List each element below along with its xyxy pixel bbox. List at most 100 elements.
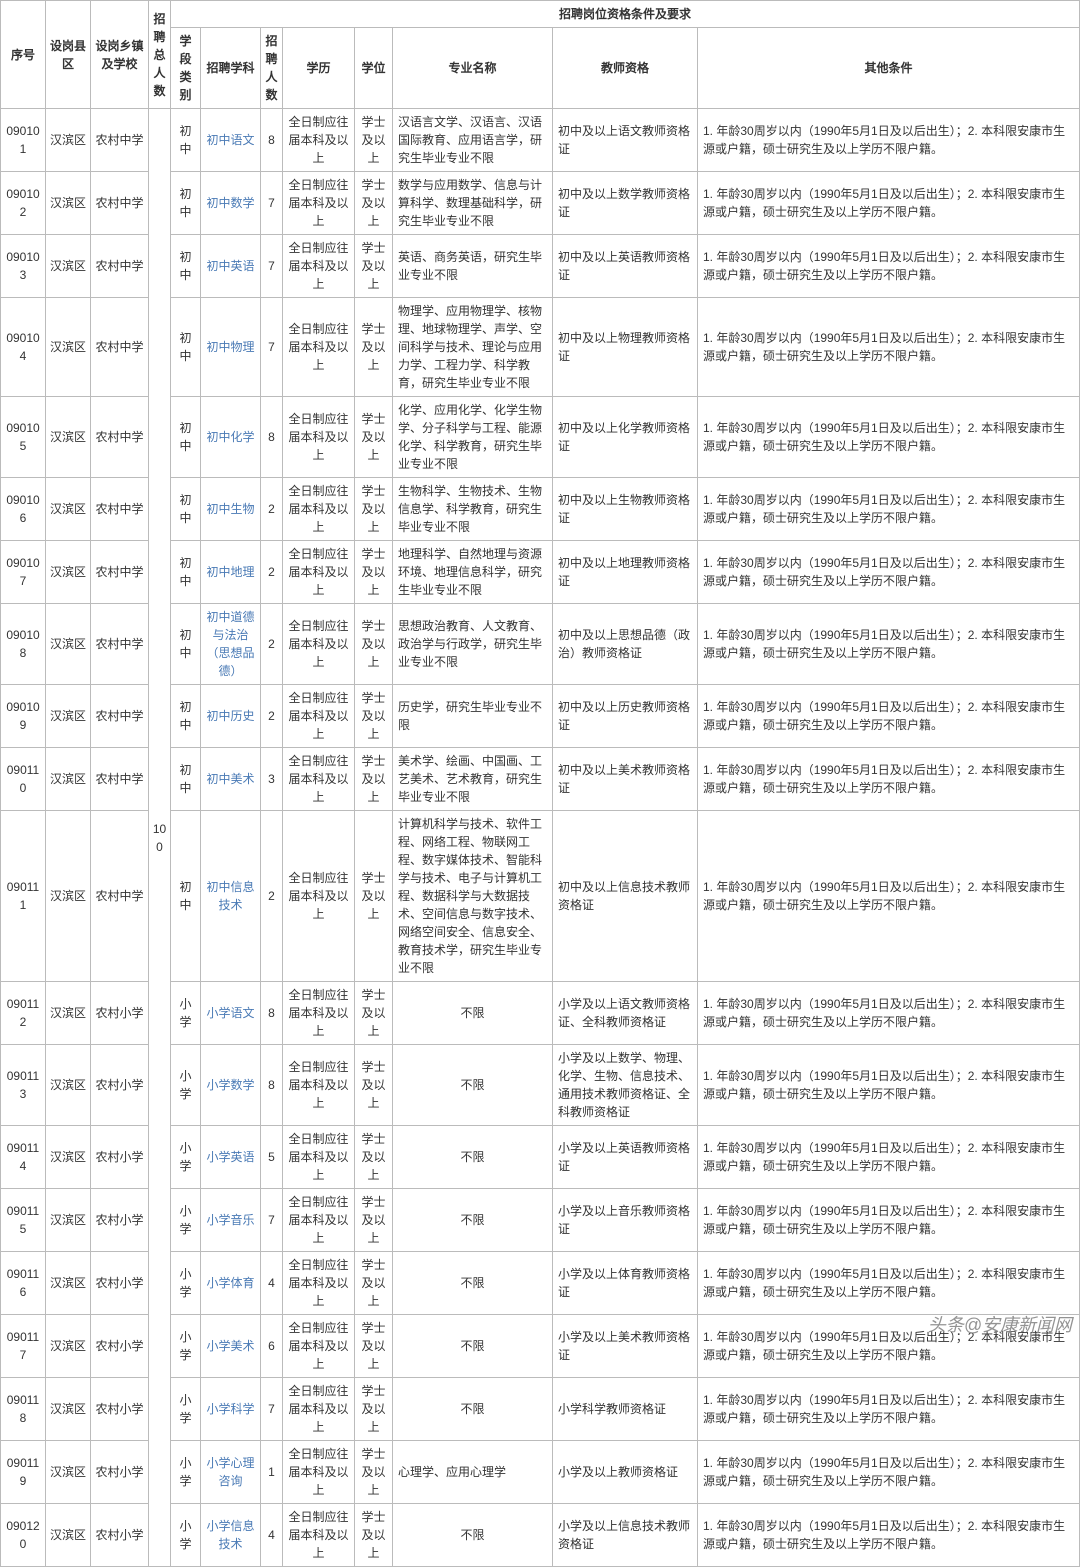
cell-degree: 学士及以上 xyxy=(355,172,393,235)
cell-district: 汉滨区 xyxy=(46,397,91,478)
cell-degree: 学士及以上 xyxy=(355,604,393,685)
cell-other: 1. 年龄30周岁以内（1990年5月1日及以后出生）；2. 本科限安康市生源或… xyxy=(698,1441,1080,1504)
cell-count: 6 xyxy=(261,1315,283,1378)
cell-district: 汉滨区 xyxy=(46,1126,91,1189)
cell-seq: 090120 xyxy=(1,1504,46,1567)
cell-district: 汉滨区 xyxy=(46,982,91,1045)
cell-other: 1. 年龄30周岁以内（1990年5月1日及以后出生）；2. 本科限安康市生源或… xyxy=(698,298,1080,397)
cell-edu: 全日制应往届本科及以上 xyxy=(283,1504,355,1567)
cell-seq: 090105 xyxy=(1,397,46,478)
cell-seq: 090111 xyxy=(1,811,46,982)
cell-seq: 090109 xyxy=(1,685,46,748)
cell-subject: 初中语文 xyxy=(201,109,261,172)
cell-cert: 初中及以上历史教师资格证 xyxy=(553,685,698,748)
table-header: 序号 设岗县区 设岗乡镇及学校 招聘总人数 招聘岗位资格条件及要求 学段类别 招… xyxy=(1,1,1080,109)
cell-count: 4 xyxy=(261,1504,283,1567)
cell-stage: 小学 xyxy=(171,1441,201,1504)
header-other: 其他条件 xyxy=(698,28,1080,109)
cell-count: 2 xyxy=(261,811,283,982)
cell-major: 不限 xyxy=(393,1504,553,1567)
cell-stage: 初中 xyxy=(171,685,201,748)
cell-district: 汉滨区 xyxy=(46,235,91,298)
cell-school: 农村小学 xyxy=(91,1504,149,1567)
cell-degree: 学士及以上 xyxy=(355,685,393,748)
cell-edu: 全日制应往届本科及以上 xyxy=(283,397,355,478)
cell-school: 农村中学 xyxy=(91,541,149,604)
cell-count: 2 xyxy=(261,604,283,685)
cell-subject: 小学美术 xyxy=(201,1315,261,1378)
cell-seq: 090116 xyxy=(1,1252,46,1315)
cell-degree: 学士及以上 xyxy=(355,1315,393,1378)
cell-other: 1. 年龄30周岁以内（1990年5月1日及以后出生）；2. 本科限安康市生源或… xyxy=(698,1315,1080,1378)
cell-district: 汉滨区 xyxy=(46,109,91,172)
cell-count: 1 xyxy=(261,1441,283,1504)
cell-subject: 初中美术 xyxy=(201,748,261,811)
cell-seq: 090104 xyxy=(1,298,46,397)
cell-degree: 学士及以上 xyxy=(355,811,393,982)
cell-seq: 090103 xyxy=(1,235,46,298)
cell-district: 汉滨区 xyxy=(46,172,91,235)
cell-count: 7 xyxy=(261,172,283,235)
cell-stage: 小学 xyxy=(171,1045,201,1126)
cell-subject: 初中历史 xyxy=(201,685,261,748)
cell-edu: 全日制应往届本科及以上 xyxy=(283,109,355,172)
header-cert: 教师资格 xyxy=(553,28,698,109)
cell-subject: 初中地理 xyxy=(201,541,261,604)
cell-major: 不限 xyxy=(393,982,553,1045)
cell-district: 汉滨区 xyxy=(46,1315,91,1378)
cell-cert: 初中及以上地理教师资格证 xyxy=(553,541,698,604)
cell-subject: 小学心理咨询 xyxy=(201,1441,261,1504)
cell-major: 生物科学、生物技术、生物信息学、科学教育，研究生毕业专业不限 xyxy=(393,478,553,541)
cell-other: 1. 年龄30周岁以内（1990年5月1日及以后出生）；2. 本科限安康市生源或… xyxy=(698,1378,1080,1441)
cell-edu: 全日制应往届本科及以上 xyxy=(283,298,355,397)
cell-stage: 初中 xyxy=(171,109,201,172)
cell-cert: 初中及以上信息技术教师资格证 xyxy=(553,811,698,982)
cell-seq: 090117 xyxy=(1,1315,46,1378)
cell-other: 1. 年龄30周岁以内（1990年5月1日及以后出生）；2. 本科限安康市生源或… xyxy=(698,1126,1080,1189)
cell-cert: 小学及以上美术教师资格证 xyxy=(553,1315,698,1378)
cell-cert: 小学及以上体育教师资格证 xyxy=(553,1252,698,1315)
cell-school: 农村中学 xyxy=(91,235,149,298)
cell-district: 汉滨区 xyxy=(46,748,91,811)
cell-count: 8 xyxy=(261,397,283,478)
cell-other: 1. 年龄30周岁以内（1990年5月1日及以后出生）；2. 本科限安康市生源或… xyxy=(698,1045,1080,1126)
cell-stage: 初中 xyxy=(171,397,201,478)
cell-cert: 小学及以上音乐教师资格证 xyxy=(553,1189,698,1252)
cell-major: 计算机科学与技术、软件工程、网络工程、物联网工程、数字媒体技术、智能科学与技术、… xyxy=(393,811,553,982)
cell-edu: 全日制应往届本科及以上 xyxy=(283,172,355,235)
cell-school: 农村小学 xyxy=(91,1441,149,1504)
cell-degree: 学士及以上 xyxy=(355,1441,393,1504)
cell-cert: 初中及以上思想品德（政治）教师资格证 xyxy=(553,604,698,685)
cell-degree: 学士及以上 xyxy=(355,298,393,397)
cell-other: 1. 年龄30周岁以内（1990年5月1日及以后出生）；2. 本科限安康市生源或… xyxy=(698,235,1080,298)
header-stage: 学段类别 xyxy=(171,28,201,109)
cell-district: 汉滨区 xyxy=(46,1378,91,1441)
cell-cert: 小学及以上信息技术教师资格证 xyxy=(553,1504,698,1567)
cell-count: 7 xyxy=(261,298,283,397)
cell-major: 不限 xyxy=(393,1189,553,1252)
cell-seq: 090108 xyxy=(1,604,46,685)
cell-seq: 090101 xyxy=(1,109,46,172)
cell-cert: 初中及以上英语教师资格证 xyxy=(553,235,698,298)
cell-count: 4 xyxy=(261,1252,283,1315)
cell-school: 农村中学 xyxy=(91,604,149,685)
cell-seq: 090106 xyxy=(1,478,46,541)
cell-stage: 小学 xyxy=(171,1378,201,1441)
cell-seq: 090102 xyxy=(1,172,46,235)
cell-edu: 全日制应往届本科及以上 xyxy=(283,748,355,811)
cell-degree: 学士及以上 xyxy=(355,478,393,541)
header-seq: 序号 xyxy=(1,1,46,109)
cell-subject: 小学音乐 xyxy=(201,1189,261,1252)
cell-district: 汉滨区 xyxy=(46,1441,91,1504)
cell-other: 1. 年龄30周岁以内（1990年5月1日及以后出生）；2. 本科限安康市生源或… xyxy=(698,172,1080,235)
cell-seq: 090115 xyxy=(1,1189,46,1252)
cell-count: 5 xyxy=(261,1126,283,1189)
cell-district: 汉滨区 xyxy=(46,811,91,982)
cell-edu: 全日制应往届本科及以上 xyxy=(283,1378,355,1441)
cell-other: 1. 年龄30周岁以内（1990年5月1日及以后出生）；2. 本科限安康市生源或… xyxy=(698,478,1080,541)
cell-school: 农村小学 xyxy=(91,982,149,1045)
header-major: 专业名称 xyxy=(393,28,553,109)
cell-degree: 学士及以上 xyxy=(355,1189,393,1252)
cell-cert: 初中及以上数学教师资格证 xyxy=(553,172,698,235)
cell-other: 1. 年龄30周岁以内（1990年5月1日及以后出生）；2. 本科限安康市生源或… xyxy=(698,748,1080,811)
